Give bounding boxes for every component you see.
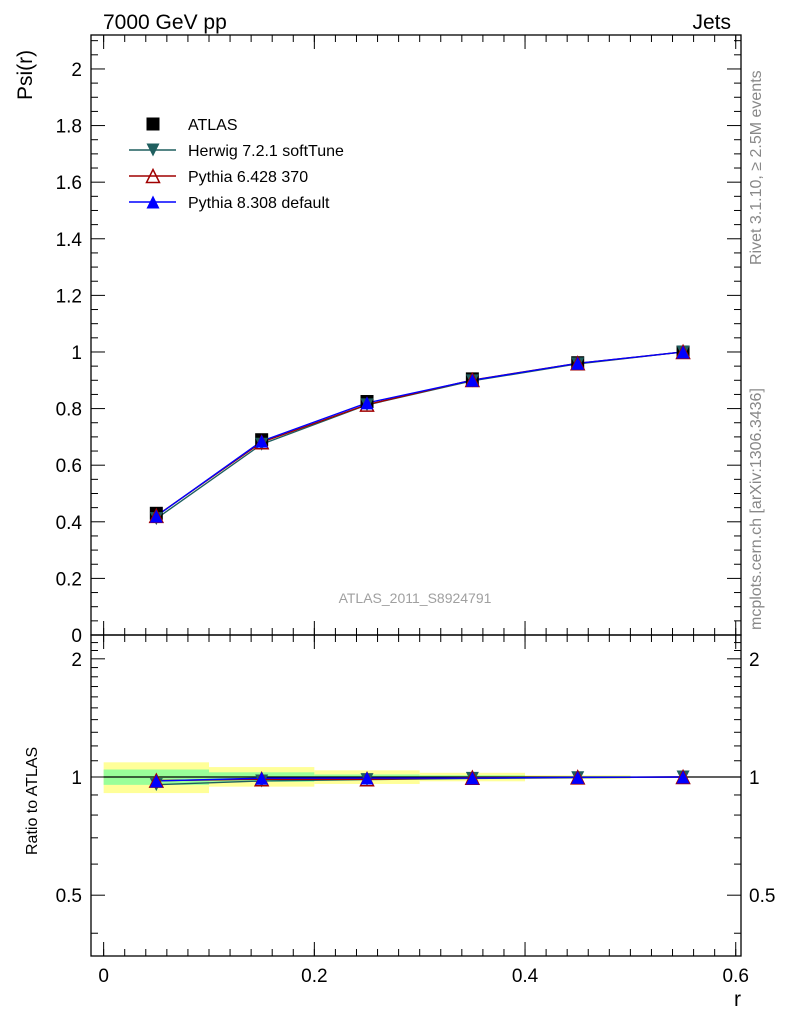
data-point-s3-5 bbox=[676, 345, 690, 359]
ratio-point-s2-0 bbox=[149, 774, 163, 788]
series-line-1 bbox=[155, 351, 684, 520]
main-ytick-label: 0.4 bbox=[56, 513, 83, 534]
main-ytick-label: 0.2 bbox=[56, 569, 82, 590]
legend-marker bbox=[145, 167, 161, 184]
main-ytick-label: 1.4 bbox=[56, 230, 83, 251]
ratio-xtick-label: 0.6 bbox=[723, 966, 749, 987]
ratio-point-s2-2 bbox=[360, 771, 374, 785]
main-ytick-label: 1 bbox=[71, 343, 82, 364]
data-point-s3-3 bbox=[465, 373, 479, 387]
ratio-ytick-label: 2 bbox=[71, 650, 82, 671]
main-data bbox=[148, 343, 691, 526]
ratio-panel: 0.5 0.5 1 1 2 2 0 0.2 0.4 0.6 Ratio to ATLAS r bbox=[24, 634, 775, 1011]
main-ytick-label: 2 bbox=[71, 60, 82, 81]
legend-entry: Herwig 7.2.1 softTune bbox=[188, 143, 344, 160]
ratio-point-s2-3 bbox=[465, 771, 479, 785]
series-line-2 bbox=[155, 351, 684, 517]
rivet-label: Rivet 3.1.10, ≥ 2.5M events bbox=[748, 70, 765, 265]
ratio-ytick-label-right: 0.5 bbox=[749, 886, 775, 907]
main-ytick-label: 0.8 bbox=[56, 400, 82, 421]
main-ytick-label: 1.8 bbox=[56, 117, 82, 138]
ratio-line-2 bbox=[156, 776, 684, 782]
data-point-s3-0 bbox=[149, 509, 163, 523]
legend-marker bbox=[146, 143, 160, 157]
main-ytick-label: 0 bbox=[71, 626, 82, 647]
header-right: Jets bbox=[692, 11, 731, 34]
series-line-3 bbox=[155, 351, 684, 517]
ratio-point-s2-5 bbox=[676, 770, 690, 784]
legend-entry: Pythia 6.428 370 bbox=[188, 169, 308, 186]
main-panel: 0 0.2 0.4 0.6 0.8 1 1.2 1.4 1.6 1.8 2 Psi(r) ATLAS… bbox=[14, 34, 742, 647]
ratio-point-s2-1 bbox=[255, 771, 269, 785]
legend-entry: ATLAS bbox=[188, 117, 238, 134]
main-ytick-label: 1.2 bbox=[56, 286, 82, 307]
main-ytick-label: 0.6 bbox=[56, 456, 82, 477]
ratio-xtick-label: 0 bbox=[98, 966, 109, 987]
legend-entry: Pythia 8.308 default bbox=[188, 195, 330, 212]
ratio-xlabel: r bbox=[734, 988, 741, 1011]
legend: ATLAS Herwig 7.2.1 softTune Pythia 6.428 3… bbox=[129, 117, 344, 212]
legend-marker bbox=[146, 195, 160, 209]
ratio-ytick-label: 1 bbox=[71, 768, 82, 789]
ratio-ytick-label-right: 2 bbox=[749, 650, 760, 671]
main-ytick-label: 1.6 bbox=[56, 173, 82, 194]
ratio-ytick-label: 0.5 bbox=[56, 886, 82, 907]
ratio-point-s2-4 bbox=[571, 770, 585, 784]
mcplots-label: mcplots.cern.ch [arXiv:1306.3436] bbox=[748, 388, 765, 630]
main-ylabel: Psi(r) bbox=[14, 50, 37, 100]
ratio-xtick-label: 0.4 bbox=[512, 966, 539, 987]
data-point-s3-1 bbox=[255, 434, 269, 448]
analysis-label: ATLAS_2011_S8924791 bbox=[339, 590, 492, 606]
ratio-ytick-label-right: 1 bbox=[749, 768, 760, 789]
main-ticks: 0 0.2 0.4 0.6 0.8 1 1.2 1.4 1.6 1.8 2 bbox=[56, 35, 741, 647]
header-left: 7000 GeV pp bbox=[103, 11, 227, 34]
legend-marker bbox=[146, 117, 160, 131]
ratio-xtick-label: 0.2 bbox=[301, 966, 327, 987]
ratio-ticks: 0.5 0.5 1 1 2 2 0 0.2 0.4 0.6 bbox=[56, 635, 775, 987]
ratio-data bbox=[148, 768, 691, 792]
data-point-s3-2 bbox=[360, 396, 374, 410]
data-point-s3-4 bbox=[571, 356, 585, 370]
ratio-ylabel: Ratio to ATLAS bbox=[24, 747, 41, 855]
ratio-frame bbox=[90, 634, 742, 957]
